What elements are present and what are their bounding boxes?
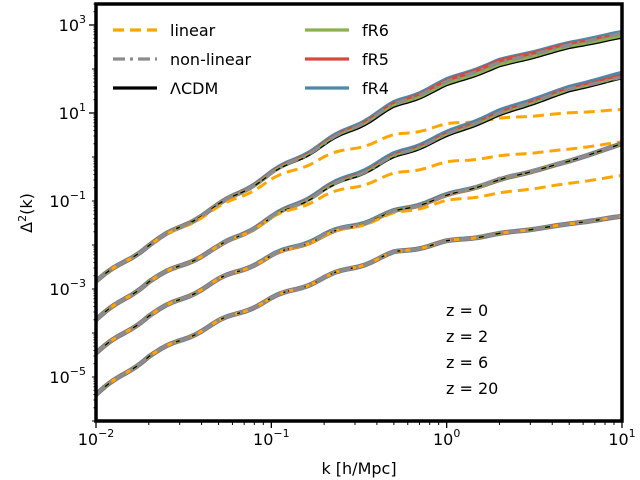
redshift-label: z = 0 — [446, 301, 488, 320]
y-tick-label: 103 — [59, 13, 86, 35]
redshift-label: z = 6 — [446, 353, 488, 372]
legend-label: linear — [170, 21, 216, 40]
series-nonlinear-z6 — [96, 142, 622, 355]
x-tick-label: 10−1 — [253, 427, 290, 449]
ticks-layer: 10−2 10−1 100 101 10−5 10−3 10−1 101 103 — [49, 3, 636, 449]
series-nonlinear-z0 — [96, 31, 622, 283]
x-tick-label: 100 — [433, 427, 460, 449]
legend-label: fR4 — [362, 79, 389, 98]
legend-label: fR6 — [362, 21, 389, 40]
plot-frame — [94, 2, 624, 423]
legend-label: ΛCDM — [170, 79, 218, 98]
x-tick-label: 101 — [608, 427, 635, 449]
x-axis-label: k [h/Mpc] — [321, 459, 396, 478]
x-tick-label: 10−2 — [78, 427, 115, 449]
y-axis-label: Δ2(k) — [16, 193, 36, 233]
redshift-label: z = 2 — [446, 327, 488, 346]
y-tick-label: 10−1 — [49, 189, 86, 211]
legend-label: non-linear — [170, 50, 252, 69]
y-tick-label: 101 — [59, 101, 86, 123]
legend: linear non-linear ΛCDM fR6 fR5 fR4 — [113, 21, 389, 98]
series-nonlinear-z2 — [96, 75, 622, 322]
redshift-labels: z = 0 z = 2 z = 6 z = 20 — [446, 301, 498, 398]
y-tick-label: 10−3 — [49, 277, 86, 299]
y-tick-label: 10−5 — [49, 365, 86, 387]
series-layer — [96, 29, 622, 397]
redshift-label: z = 20 — [446, 379, 498, 398]
series-nonlinear-z20 — [96, 214, 622, 396]
legend-label: fR5 — [362, 50, 389, 69]
